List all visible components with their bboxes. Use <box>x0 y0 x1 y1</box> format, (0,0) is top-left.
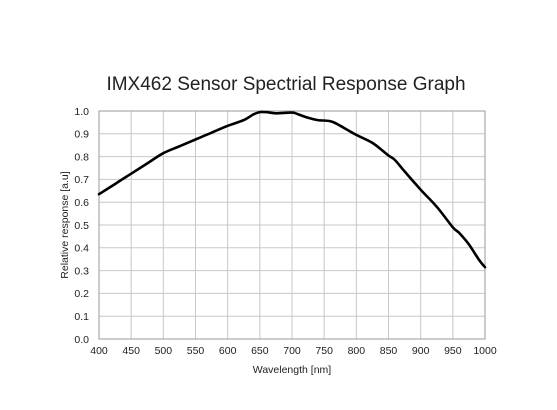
x-tick-label: 400 <box>90 345 108 357</box>
series-layer <box>97 110 487 269</box>
x-axis-ticks: 400 450 500 550 600 650 700 750 800 850 900 950 1000 <box>90 345 497 357</box>
x-tick-label: 700 <box>283 345 301 357</box>
x-tick-label: 750 <box>315 345 333 357</box>
chart-title: IMX462 Sensor Spectrial Response Graph <box>106 74 465 95</box>
y-tick-label: 0.9 <box>74 129 89 141</box>
y-tick-label: 0.5 <box>74 220 89 232</box>
x-tick-label: 500 <box>155 345 173 357</box>
x-tick-label: 450 <box>122 345 140 357</box>
x-tick-label: 950 <box>444 345 462 357</box>
y-tick-label: 0.4 <box>74 243 89 255</box>
x-tick-label: 1000 <box>473 345 497 357</box>
plot-frame <box>98 110 486 340</box>
x-tick-label: 800 <box>348 345 366 357</box>
x-tick-label: 850 <box>380 345 398 357</box>
y-tick-label: 1.0 <box>74 106 89 118</box>
y-tick-label: 0.1 <box>74 311 89 323</box>
y-axis-label: Relative response [a.u] <box>59 171 71 278</box>
x-axis-label: Wavelength [nm] <box>253 364 331 376</box>
y-tick-label: 0.2 <box>74 288 89 300</box>
x-tick-label: 550 <box>187 345 205 357</box>
grid-lines <box>98 110 486 340</box>
y-tick-label: 0.7 <box>74 174 89 186</box>
y-tick-label: 0.8 <box>74 151 89 163</box>
series-line <box>97 110 487 269</box>
y-tick-label: 0.6 <box>74 197 89 209</box>
x-tick-label: 650 <box>251 345 269 357</box>
y-axis-ticks: 0.0 0.1 0.2 0.3 0.4 0.5 0.6 0.7 0.8 0.9 1.0 <box>74 106 89 346</box>
y-tick-label: 0.0 <box>74 334 89 346</box>
x-tick-label: 600 <box>219 345 237 357</box>
y-tick-label: 0.3 <box>74 265 89 277</box>
x-tick-label: 900 <box>412 345 430 357</box>
